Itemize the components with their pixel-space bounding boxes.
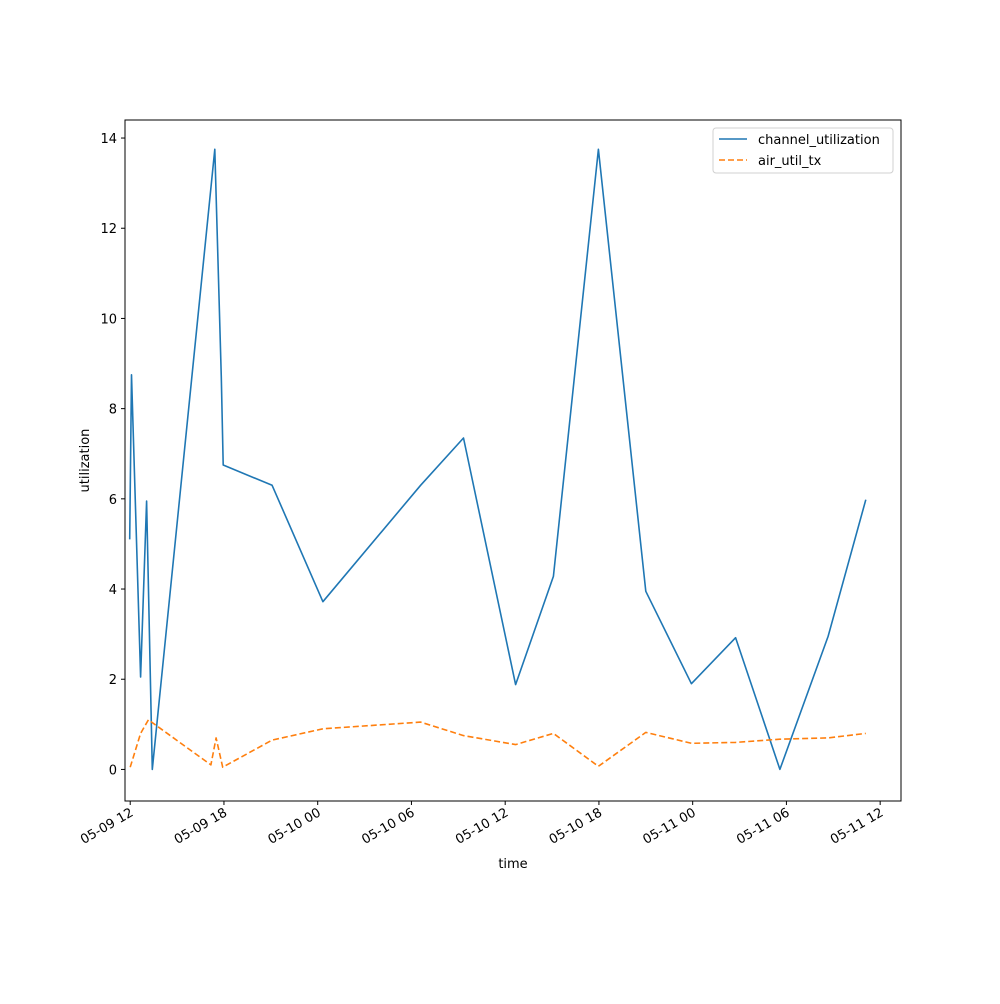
y-tick-label: 6 bbox=[109, 493, 117, 508]
plot-area-frame bbox=[124, 119, 902, 802]
y-tick-label: 4 bbox=[109, 583, 117, 598]
y-tick-label: 10 bbox=[100, 312, 117, 327]
series-layer bbox=[128, 148, 867, 771]
legend-label: channel_utilization bbox=[758, 133, 880, 148]
legend: channel_utilization air_util_tx bbox=[712, 127, 894, 174]
y-axis: 0 2 4 6 8 10 12 14 bbox=[100, 132, 125, 778]
y-tick-label: 8 bbox=[109, 403, 117, 418]
y-tick-label: 0 bbox=[109, 763, 117, 778]
y-tick-label: 12 bbox=[100, 222, 117, 237]
y-axis-label: utilization bbox=[78, 429, 93, 493]
legend-label: air_util_tx bbox=[758, 154, 822, 169]
x-axis-label: time bbox=[498, 857, 527, 872]
y-tick-label: 14 bbox=[100, 132, 117, 147]
series-line-channel-utilization bbox=[128, 148, 867, 771]
legend-box bbox=[712, 127, 894, 174]
series-line-air-util-tx bbox=[129, 718, 866, 769]
y-tick-label: 2 bbox=[109, 673, 117, 688]
